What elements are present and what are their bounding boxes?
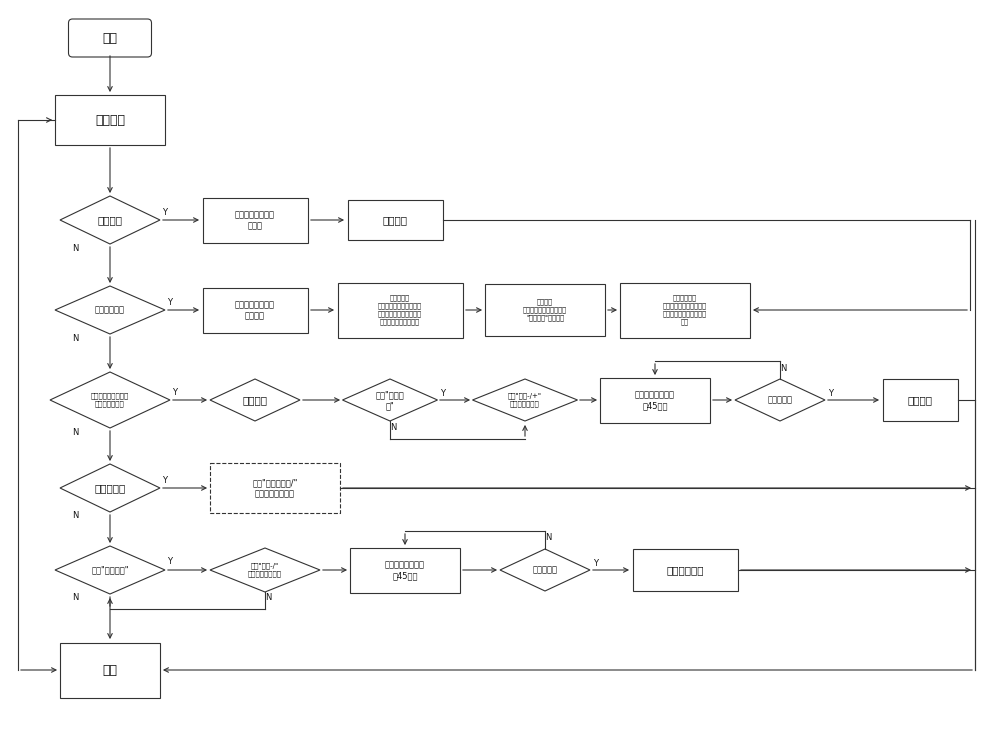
Polygon shape — [210, 379, 300, 421]
FancyBboxPatch shape — [68, 19, 152, 57]
Text: 血糖值输入
（血糖采集为正餐（午餐
或晚餐）后两小时血糖值
，每天最多输入一次）: 血糖值输入 （血糖采集为正餐（午餐 或晚餐）后两小时血糖值 ，每天最多输入一次） — [378, 295, 422, 325]
Text: N: N — [390, 423, 396, 432]
Polygon shape — [60, 464, 160, 512]
Text: 治疗时间到: 治疗时间到 — [532, 565, 558, 574]
Text: 开始: 开始 — [103, 31, 118, 45]
Bar — [883, 379, 958, 421]
Bar — [620, 283, 750, 338]
Bar — [633, 549, 738, 591]
Text: 年、月、日、时、
分设定: 年、月、日、时、 分设定 — [235, 210, 275, 230]
Polygon shape — [473, 379, 578, 421]
Polygon shape — [500, 549, 590, 591]
Polygon shape — [55, 286, 165, 334]
Text: 声光提醒: 声光提醒 — [242, 395, 268, 405]
Bar — [55, 95, 165, 145]
Polygon shape — [210, 548, 320, 592]
Bar — [348, 200, 442, 240]
Polygon shape — [60, 196, 160, 244]
Text: 欢迎界面: 欢迎界面 — [95, 114, 125, 126]
Text: 按下"温度-/+"
键设定药带温度: 按下"温度-/+" 键设定药带温度 — [508, 393, 542, 408]
Text: N: N — [72, 333, 78, 342]
Text: Y: Y — [172, 388, 177, 397]
Text: 血糖值查询: 血糖值查询 — [94, 483, 126, 493]
Text: 自主治疗结束: 自主治疗结束 — [666, 565, 704, 575]
Text: 按下"温度-/"
按键设定药带温度: 按下"温度-/" 按键设定药带温度 — [248, 562, 282, 577]
Bar — [210, 463, 340, 513]
Text: N: N — [72, 243, 78, 252]
Bar — [338, 283, 462, 338]
Text: Y: Y — [440, 388, 445, 397]
Text: 性别、年龄、身高
体重输入: 性别、年龄、身高 体重输入 — [235, 300, 275, 320]
Text: 治疗时间到: 治疗时间到 — [768, 396, 792, 405]
Text: 生理参数设定: 生理参数设定 — [95, 306, 125, 315]
Text: N: N — [72, 428, 78, 437]
Bar — [350, 548, 460, 592]
Text: 治疗结束: 治疗结束 — [908, 395, 932, 405]
Polygon shape — [55, 546, 165, 594]
Text: 时间调整: 时间调整 — [98, 215, 122, 225]
Text: 按下"运行按键": 按下"运行按键" — [91, 565, 129, 574]
Text: 开始治疗并倒计时
（45分）: 开始治疗并倒计时 （45分） — [635, 390, 675, 410]
Text: N: N — [265, 594, 271, 603]
Text: 按下"血糖值查询/"
键查看历史血糖值: 按下"血糖值查询/" 键查看历史血糖值 — [252, 478, 298, 498]
Text: N: N — [780, 364, 786, 373]
Text: N: N — [545, 533, 551, 542]
Text: N: N — [72, 594, 78, 603]
Bar — [600, 377, 710, 423]
Text: 根据治疗方案检测治
疗时间是否已到: 根据治疗方案检测治 疗时间是否已到 — [91, 393, 129, 408]
Text: N: N — [72, 512, 78, 521]
Bar — [60, 643, 160, 698]
Text: 参数存储
（生理指标输入完成后按
"存储按键"并确认）: 参数存储 （生理指标输入完成后按 "存储按键"并确认） — [523, 298, 567, 321]
Text: Y: Y — [828, 388, 833, 397]
Bar — [485, 284, 605, 336]
Polygon shape — [342, 379, 438, 421]
Text: Y: Y — [162, 208, 167, 217]
Text: 按下"运行按
键": 按下"运行按 键" — [376, 390, 404, 410]
Text: 开始治疗并倒计时
（45分）: 开始治疗并倒计时 （45分） — [385, 560, 425, 580]
Polygon shape — [50, 372, 170, 428]
Polygon shape — [735, 379, 825, 421]
Text: Y: Y — [162, 475, 167, 484]
Text: Y: Y — [167, 557, 172, 566]
Bar — [202, 287, 308, 333]
Text: 治疗方案计算
（生理指标保存后，系统
根据参数自动生成治疗方
案）: 治疗方案计算 （生理指标保存后，系统 根据参数自动生成治疗方 案） — [663, 295, 707, 325]
Text: Y: Y — [593, 559, 598, 568]
Text: 返回: 返回 — [103, 664, 118, 676]
Text: Y: Y — [167, 298, 172, 307]
Bar — [202, 197, 308, 243]
Text: 时间保存: 时间保存 — [382, 215, 408, 225]
